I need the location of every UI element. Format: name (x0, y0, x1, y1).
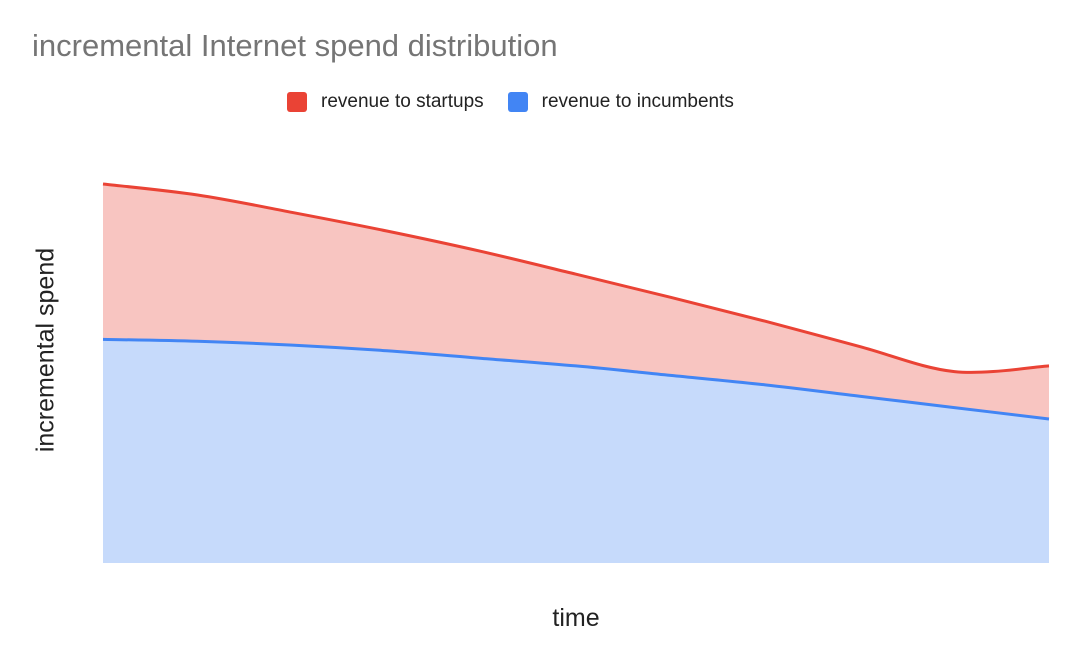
legend-item-incumbents[interactable]: revenue to incumbents (507, 91, 734, 113)
y-axis-label: incremental spend (31, 247, 60, 453)
legend-swatch-startups (287, 92, 307, 112)
legend-item-startups[interactable]: revenue to startups (287, 91, 484, 113)
series-line-incumbents (102, 337, 1050, 421)
legend-label-incumbents: revenue to incumbents (541, 91, 734, 112)
series-area-startups (103, 184, 1049, 419)
series-line-startups (102, 182, 1050, 374)
x-axis-label: time (552, 604, 600, 632)
legend-label-startups: revenue to startups (321, 91, 484, 112)
legend-swatch-incumbents (507, 92, 528, 112)
legend: revenue to startups revenue to incumbent… (287, 90, 734, 114)
series-area-incumbents (103, 339, 1049, 563)
chart-title: incremental Internet spend distribution (32, 28, 558, 63)
